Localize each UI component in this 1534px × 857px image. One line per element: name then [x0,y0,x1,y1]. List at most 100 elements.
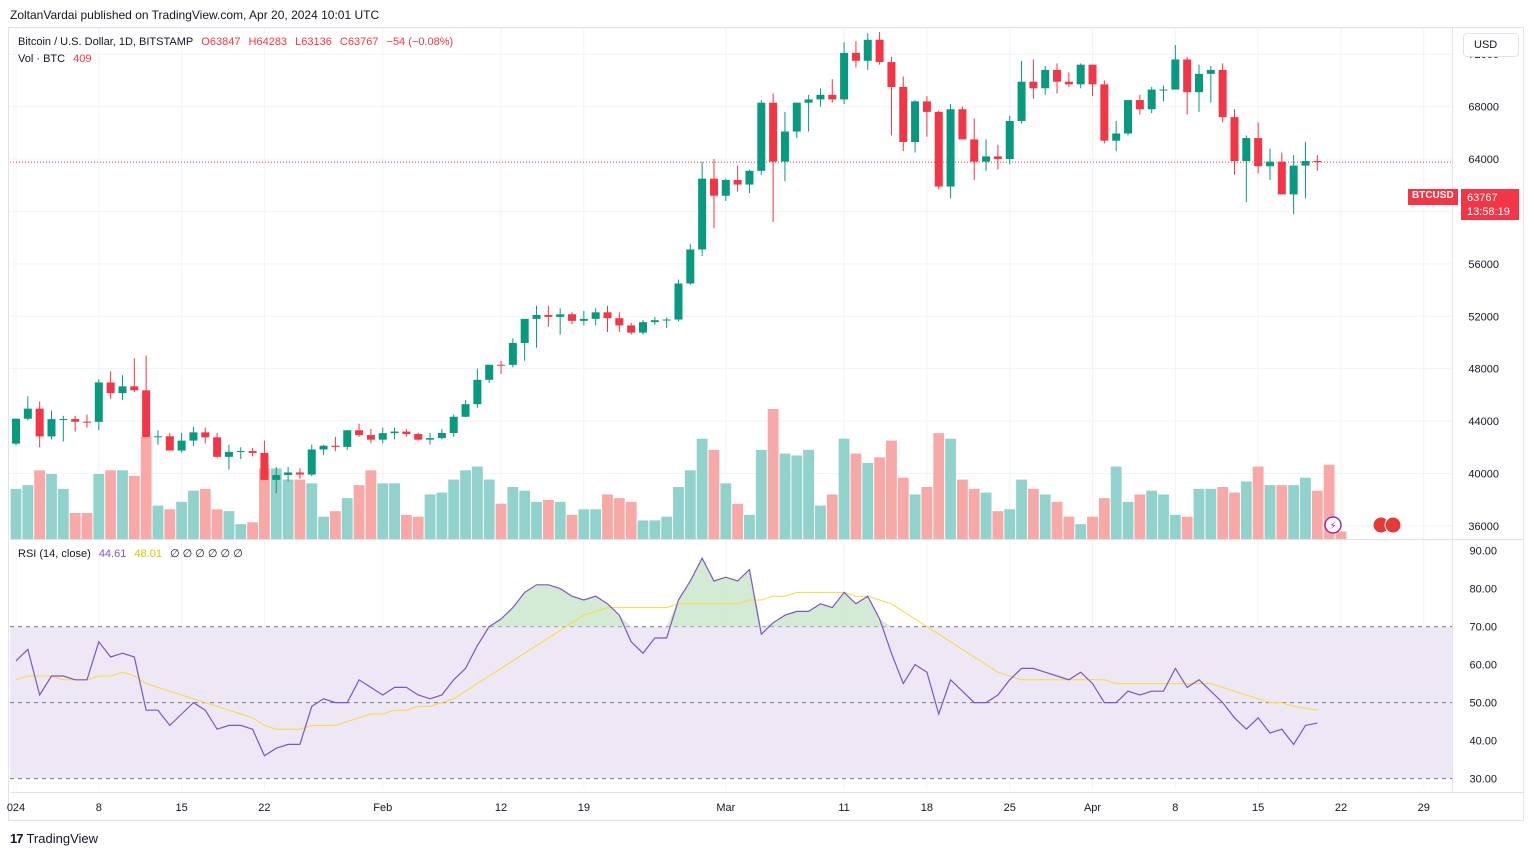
candle-body [94,382,103,422]
candle-body [1147,89,1156,110]
volume-bar [199,488,211,539]
volume-bar [909,494,921,539]
lightning-event-icon [1324,516,1342,534]
volume-bar [235,524,247,539]
volume-bar [424,494,436,539]
volume-bar [436,492,448,539]
candle-body [520,318,529,343]
candle-body [887,62,896,87]
candle-body [899,86,908,142]
candle-body [1064,81,1073,85]
volume-bar [637,520,649,539]
symbol-name[interactable]: Bitcoin / U.S. Dollar, 1D, BITSTAMP [18,36,194,48]
rsi-overbought-fill [489,558,892,627]
candle-body [213,437,222,457]
rsi-placeholders: ∅ ∅ ∅ ∅ ∅ ∅ [170,548,243,560]
candle-body [331,445,340,447]
candle-body [982,156,991,162]
open-value: O63847 [201,36,241,48]
candle-body [189,432,198,441]
rsi-value: 44.61 [98,548,127,560]
tradingview-brand[interactable]: 17 TradingView [10,831,98,846]
volume-value: 409 [73,53,92,65]
candle-body [497,364,506,366]
time-tick-label: 15 [175,802,187,814]
candle-body [82,421,91,423]
time-tick-label: 8 [96,802,102,814]
candle-body [1029,81,1038,89]
candle-body [1242,138,1251,161]
volume-bar [1169,514,1181,539]
candle-body [248,451,257,453]
candle-body [1135,100,1144,110]
volume-bar [578,509,590,539]
candle-body [1277,161,1286,195]
volume-bar [1098,498,1110,539]
candle-body [1124,100,1133,134]
volume-bar [968,488,980,539]
candle-body [686,249,695,284]
publisher-line: ZoltanVardai published on TradingView.co… [10,8,380,22]
volume-bar [1158,494,1169,539]
candle-body [1254,138,1263,167]
candle-body [1005,121,1014,160]
candle-body [343,430,352,447]
candle-body [59,418,68,420]
volume-bar [554,501,566,539]
candle-body [355,430,364,436]
volume-bar [1027,488,1039,539]
candle-body [875,39,884,63]
currency-selector[interactable]: USD [1463,33,1519,57]
volume-bar [93,474,105,539]
volume-bar [720,483,732,539]
chart-frame [8,27,1524,821]
candle-body [970,139,979,162]
volume-bar [897,477,909,539]
candle-body [260,452,269,480]
low-value: L63136 [295,36,332,48]
volume-bar [708,449,720,539]
volume-bar [1217,487,1229,539]
candle-body [698,178,707,250]
volume-bar [732,503,744,539]
time-tick-label: 15 [1252,802,1264,814]
candle-body [638,322,647,333]
candle-body [23,408,32,419]
volume-bar [531,501,542,539]
us-flag-event-icon [1384,516,1402,534]
volume-bar [507,487,519,539]
volume-bar [850,453,862,539]
rsi-label[interactable]: RSI (14, close) [18,548,91,560]
volume-bar [377,483,389,539]
candle-body [1159,89,1168,91]
candle-body [1112,133,1121,141]
volume-label[interactable]: Vol · BTC [18,53,66,65]
time-tick-label: 19 [578,802,590,814]
candle-body [863,39,872,61]
volume-bar [1134,494,1146,539]
volume-bar [1335,531,1347,539]
candle-body [284,472,293,476]
volume-bar [460,470,471,539]
candle-body [993,156,1002,160]
candle-body [319,445,328,450]
candle-body [224,451,233,457]
time-tick-label: Mar [716,802,735,814]
time-tick-label: 29 [1418,802,1430,814]
volume-bar [1193,488,1205,539]
volume-bar [471,466,483,539]
price-tick-label: 40000 [1468,468,1499,480]
volume-bar [152,505,164,539]
candle-body [591,312,600,319]
rsi-tick-label: 60.00 [1469,660,1497,672]
change-value: −54 (−0.08%) [386,36,454,48]
volume-bar [22,485,34,539]
price-tick-label: 56000 [1468,259,1499,271]
time-tick-label: 11 [838,802,849,814]
candle-body [307,449,316,475]
candle-body [1171,59,1180,90]
candle-body [414,434,423,440]
candle-body [449,416,458,434]
volume-bar [1311,490,1323,539]
